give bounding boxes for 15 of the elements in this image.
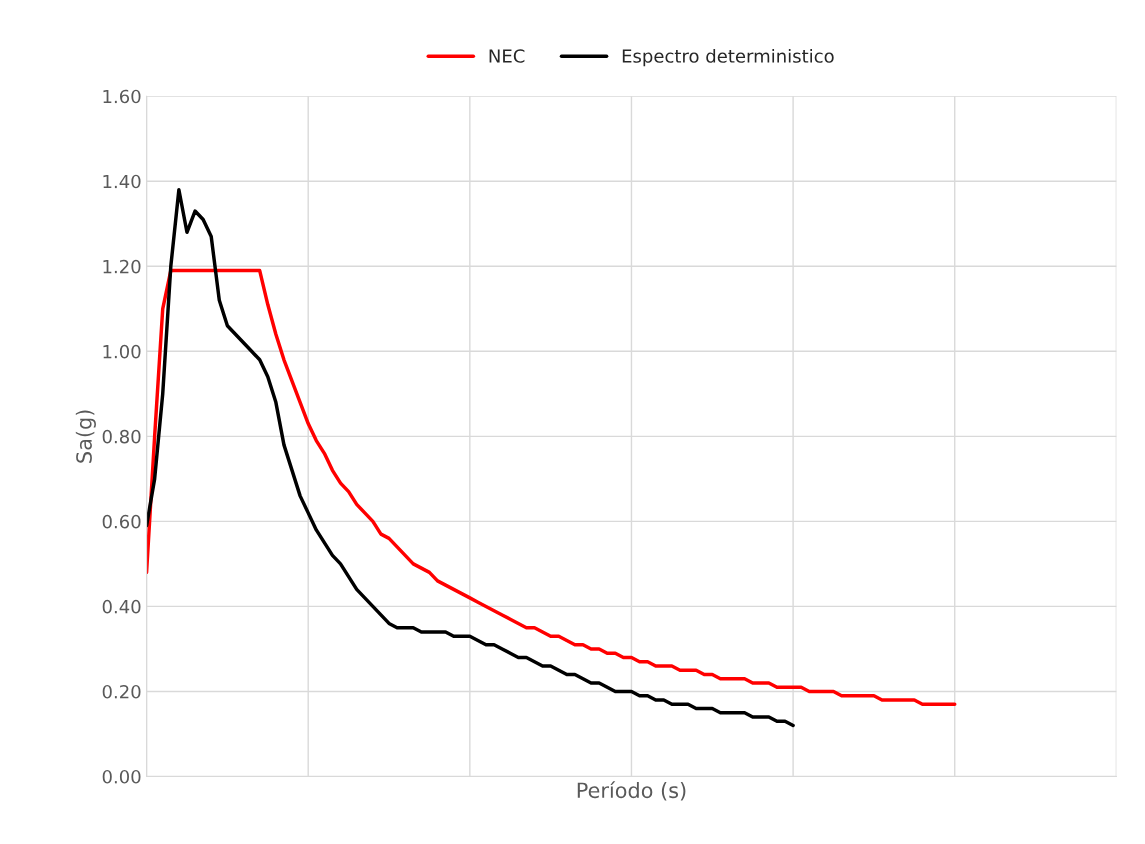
y-tick-label: 1.60 (103, 89, 141, 104)
y-tick-label: 1.00 (103, 344, 141, 359)
legend-label: Espectro deterministico (622, 48, 834, 67)
y-tick-label: 1.40 (103, 174, 141, 189)
y-tick-label: 0.40 (102, 599, 141, 614)
y-tick-label: 0.20 (102, 684, 141, 699)
legend-label: NEC (489, 49, 525, 63)
line-series (146, 268, 957, 706)
y-tick-label: 0.80 (102, 429, 141, 444)
y-tick-label: 0.60 (102, 514, 141, 529)
x-axis-title: Período (s) (577, 781, 686, 801)
y-tick-label: 1.20 (103, 259, 141, 274)
line-series (146, 188, 795, 728)
y-axis-title: Sa(g) (75, 410, 96, 463)
y-tick-label: 0.00 (102, 769, 141, 784)
